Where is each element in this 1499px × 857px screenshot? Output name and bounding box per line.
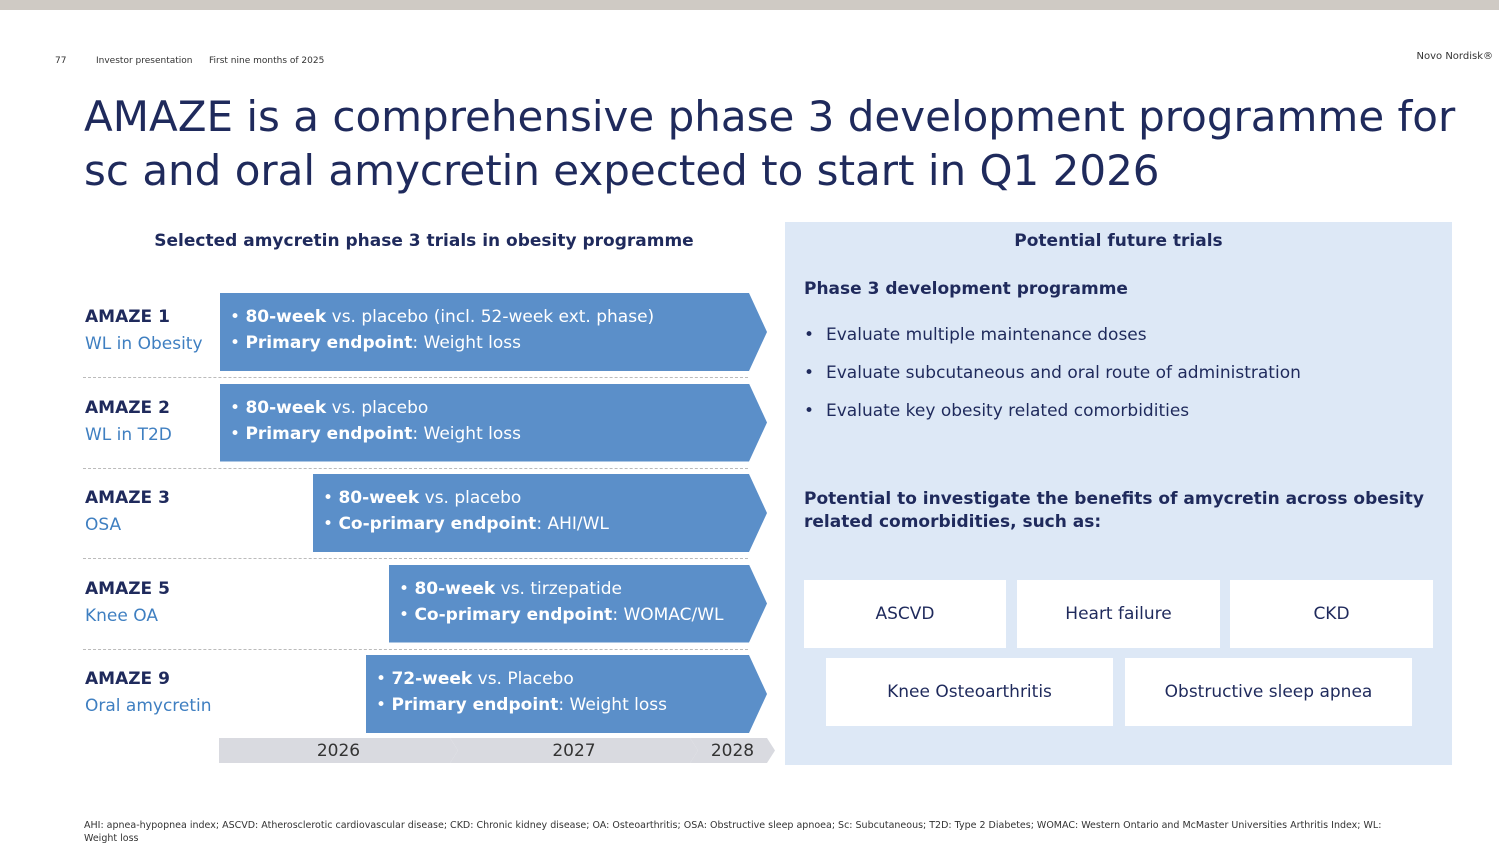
- comorbidity-box: Heart failure: [1017, 580, 1220, 648]
- bullet-text: : AHI/WL: [536, 514, 609, 534]
- bullet-bold: Co-primary endpoint: [338, 514, 537, 534]
- trial-arrow: • 80-week vs. tirzepatide • Co-primary en…: [389, 565, 767, 643]
- trial-name: AMAZE 5: [85, 578, 170, 599]
- trial-arrow: • 72-week vs. Placebo • Primary endpoint:…: [366, 655, 767, 733]
- separator: [83, 377, 748, 378]
- comorbidity-box: CKD: [1230, 580, 1433, 648]
- bullet-dot: •: [804, 363, 815, 383]
- right-bullet: Evaluate multiple maintenance doses: [826, 325, 1147, 345]
- trial-arrow: • 80-week vs. placebo • Primary endpoint:…: [220, 384, 767, 462]
- bullet-bold: Co-primary endpoint: [414, 604, 613, 625]
- right-subheading: Phase 3 development programme: [804, 279, 1128, 299]
- bullet-text: : Weight loss: [412, 423, 521, 444]
- right-heading: Potential future trials: [1014, 231, 1223, 251]
- bullet-bold: Primary endpoint: [245, 423, 413, 444]
- trial-name: AMAZE 1: [85, 307, 170, 327]
- trial-bullet: • 80-week vs. placebo: [230, 397, 429, 418]
- bullet-dot: •: [804, 325, 815, 345]
- trial-bullet: • 80-week vs. tirzepatide: [399, 578, 622, 599]
- bullet-text: vs. placebo (incl. 52-week ext. phase): [326, 307, 655, 327]
- comorbidity-box: Knee Osteoarthritis: [826, 658, 1113, 726]
- bullet-text: : Weight loss: [412, 333, 521, 353]
- trial-bullet: • Co-primary endpoint: WOMAC/WL: [399, 604, 724, 625]
- bullet-bold: 80-week: [414, 578, 496, 599]
- right-bullet: Evaluate key obesity related comorbiditi…: [826, 401, 1190, 421]
- timeline-segment: 2027: [450, 738, 698, 763]
- trial-subtitle: WL in Obesity: [85, 334, 203, 354]
- trial-name: AMAZE 2: [85, 397, 170, 418]
- comorbidity-box: Obstructive sleep apnea: [1125, 658, 1412, 726]
- timeline-segment: 2028: [690, 738, 775, 763]
- trial-subtitle: Knee OA: [85, 605, 158, 626]
- bullet-bold: 80-week: [245, 397, 327, 418]
- left-heading: Selected amycretin phase 3 trials in obe…: [154, 231, 694, 251]
- separator: [83, 558, 748, 559]
- bullet-text: vs. Placebo: [472, 669, 574, 689]
- trial-arrow: • 80-week vs. placebo • Co-primary endpoi…: [313, 474, 767, 552]
- bullet-text: : WOMAC/WL: [612, 604, 724, 625]
- bullet-dot: •: [804, 401, 815, 421]
- document-name: Investor presentation: [96, 56, 193, 66]
- timeline-segment: 2026: [219, 738, 458, 763]
- trial-name: AMAZE 9: [85, 669, 170, 689]
- title-line: AMAZE is a comprehensive phase 3 develop…: [84, 92, 1456, 141]
- title-line: sc and oral amycretin expected to start …: [84, 146, 1160, 195]
- trial-bullet: • 72-week vs. Placebo: [376, 669, 574, 689]
- trial-subtitle: Oral amycretin: [85, 696, 212, 716]
- trial-bullet: • 80-week vs. placebo (incl. 52-week ext…: [230, 307, 655, 327]
- footnote: AHI: apnea-hypopnea index; ASCVD: Athero…: [84, 820, 1382, 844]
- trial-bullet: • Co-primary endpoint: AHI/WL: [323, 514, 609, 534]
- bullet-bold: 72-week: [391, 669, 473, 689]
- trial-bullet: • Primary endpoint: Weight loss: [230, 423, 521, 444]
- separator: [83, 648, 748, 650]
- period: First nine months of 2025: [209, 56, 325, 66]
- trial-name: AMAZE 3: [85, 488, 170, 508]
- right-bullet: Evaluate subcutaneous and oral route of …: [826, 363, 1301, 383]
- trial-bullet: • Primary endpoint: Weight loss: [376, 695, 667, 715]
- bullet-text: vs. placebo: [326, 397, 429, 418]
- bullet-bold: Primary endpoint: [245, 333, 413, 353]
- trial-arrow: • 80-week vs. placebo (incl. 52-week ext…: [220, 293, 767, 371]
- bullet-bold: Primary endpoint: [391, 695, 559, 715]
- top-strip: [0, 0, 1499, 10]
- potential-text: Potential to investigate the benefits of…: [804, 489, 1424, 532]
- trial-subtitle: OSA: [85, 515, 122, 535]
- brand: Novo Nordisk®: [1416, 51, 1493, 62]
- page-number: 77: [55, 56, 67, 66]
- bullet-bold: 80-week: [245, 307, 327, 327]
- comorbidity-box: ASCVD: [804, 580, 1006, 648]
- separator: [83, 467, 748, 469]
- bullet-text: : Weight loss: [558, 695, 667, 715]
- trial-bullet: • Primary endpoint: Weight loss: [230, 333, 521, 353]
- trial-subtitle: WL in T2D: [85, 424, 172, 445]
- trial-bullet: • 80-week vs. placebo: [323, 488, 522, 508]
- bullet-bold: 80-week: [338, 488, 420, 508]
- bullet-text: vs. placebo: [419, 488, 522, 508]
- bullet-text: vs. tirzepatide: [495, 578, 622, 599]
